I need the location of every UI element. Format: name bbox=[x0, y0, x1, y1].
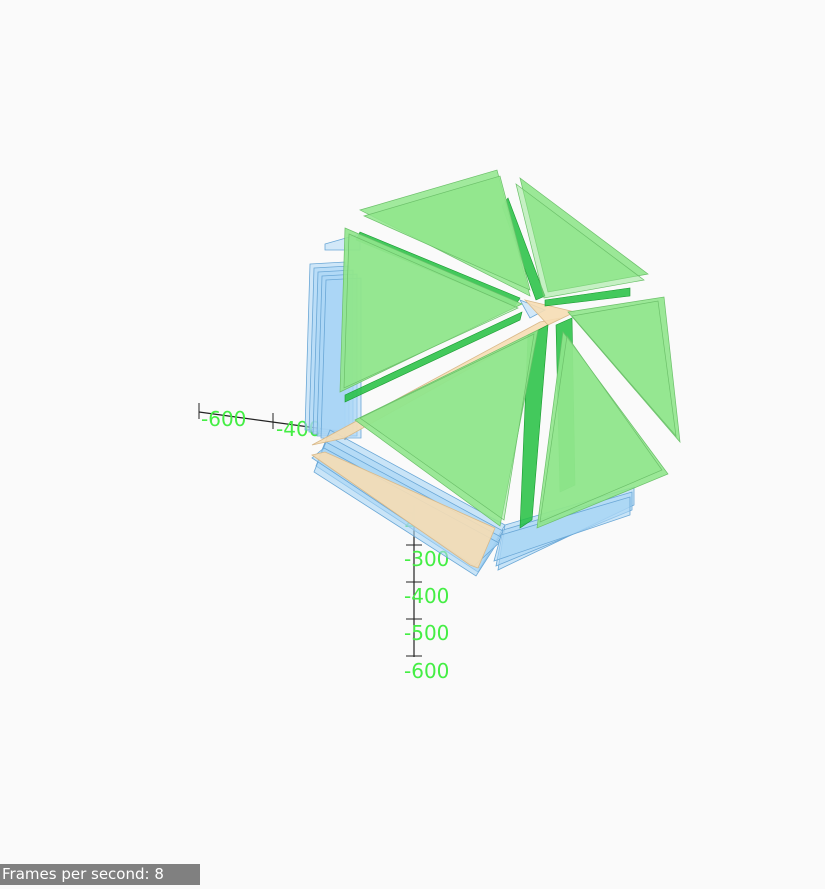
blue-panel-stack bbox=[493, 486, 635, 571]
fps-value: 8 bbox=[154, 865, 164, 883]
green-face bbox=[354, 329, 539, 527]
green-face bbox=[339, 227, 523, 393]
x-tick-label: -600 bbox=[201, 407, 246, 431]
y-tick-label: -600 bbox=[404, 659, 449, 683]
green-face bbox=[515, 177, 649, 299]
y-tick-label: -500 bbox=[404, 621, 449, 645]
green-face bbox=[567, 296, 681, 444]
fps-label: Frames per second: bbox=[2, 865, 150, 883]
fps-counter: Frames per second: 8 bbox=[0, 864, 200, 885]
polyhedron-model[interactable] bbox=[304, 169, 681, 577]
x-axis: -600 -400 bbox=[198, 403, 347, 441]
y-tick-label: -400 bbox=[404, 584, 449, 608]
green-face bbox=[359, 169, 531, 297]
green-face bbox=[536, 331, 669, 529]
